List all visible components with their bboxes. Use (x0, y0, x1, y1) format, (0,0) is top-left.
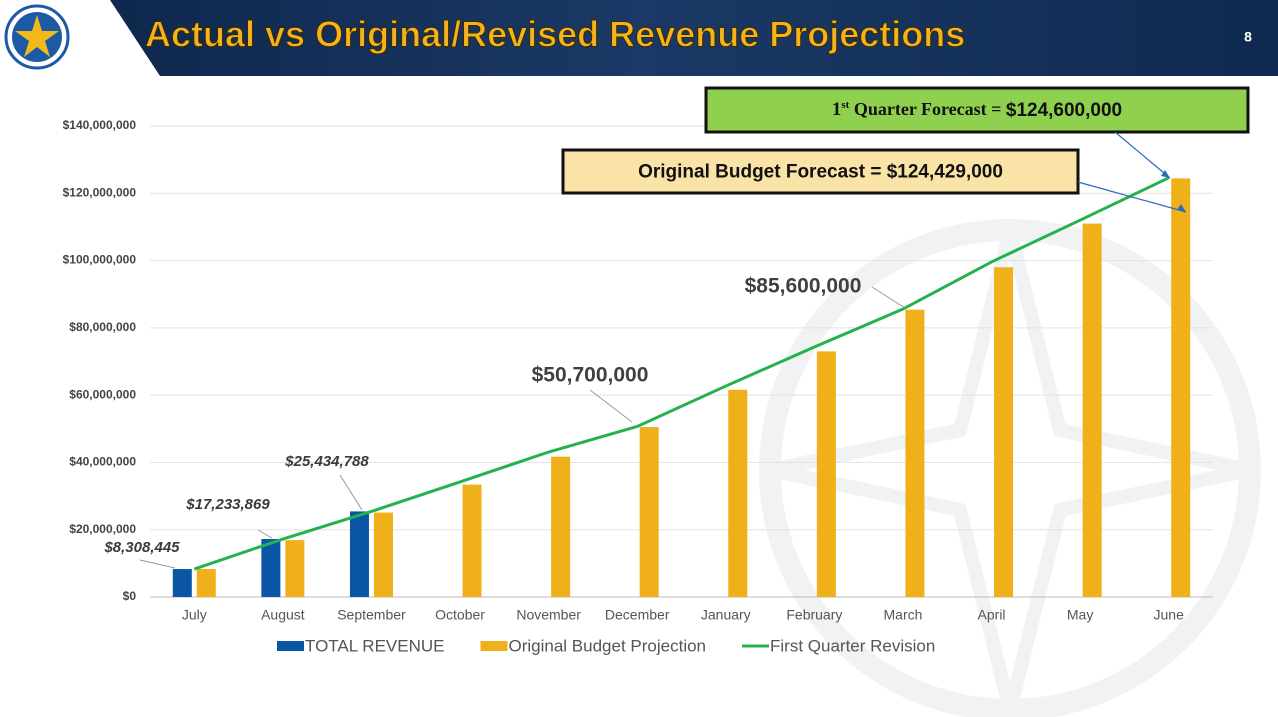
y-tick-label: $140,000,000 (63, 118, 137, 132)
bar (640, 427, 659, 597)
x-tick-label: December (605, 607, 670, 623)
bar (197, 569, 216, 597)
x-tick-label: February (786, 607, 842, 623)
bar (994, 267, 1013, 597)
legend-label: First Quarter Revision (770, 636, 935, 655)
annotation-arrow (1078, 182, 1186, 212)
data-label: $25,434,788 (284, 453, 369, 470)
bar (285, 540, 304, 597)
legend-label: TOTAL REVENUE (305, 636, 445, 655)
data-label: $17,233,869 (185, 496, 270, 513)
bar (728, 390, 747, 597)
bar (1083, 224, 1102, 597)
annotation-text: 1st Quarter Forecast = $124,600,000 (832, 99, 1122, 121)
legend-label: Original Budget Projection (509, 636, 707, 655)
annotation-part: $124,600,000 (1006, 100, 1122, 121)
bar (817, 351, 836, 597)
bar (463, 485, 482, 597)
x-tick-label: October (435, 607, 485, 623)
x-tick-label: August (261, 607, 305, 623)
legend-swatch (277, 641, 304, 651)
bar (551, 457, 570, 597)
slide: Actual vs Original/Revised Revenue Proje… (0, 0, 1278, 717)
x-tick-label: September (337, 607, 406, 623)
annotation-part: 1 (832, 99, 842, 120)
y-tick-label: $40,000,000 (69, 455, 136, 469)
bar (1171, 178, 1190, 597)
annotation-text: Original Budget Forecast = $124,429,000 (638, 162, 1003, 183)
y-tick-label: $120,000,000 (63, 185, 137, 199)
leader-line (258, 530, 272, 538)
bar (905, 310, 924, 597)
y-tick-label: $0 (123, 589, 137, 603)
page: Actual vs Original/Revised Revenue Proje… (0, 0, 1278, 717)
x-tick-label: January (701, 607, 751, 623)
annotation-part: Quarter Forecast = (849, 99, 1006, 119)
data-label: $50,700,000 (532, 364, 649, 387)
data-label: $85,600,000 (745, 275, 862, 298)
x-tick-label: May (1067, 607, 1093, 623)
bar (374, 513, 393, 597)
y-tick-label: $20,000,000 (69, 522, 136, 536)
annotation-arrow (1115, 132, 1170, 178)
bar (173, 569, 192, 597)
x-tick-label: November (516, 607, 581, 623)
bar (261, 539, 280, 597)
annotation-part: Original Budget Forecast = $124,429,000 (638, 162, 1003, 183)
slide-title: Actual vs Original/Revised Revenue Proje… (145, 14, 965, 55)
data-label: $8,308,445 (103, 539, 180, 556)
bar (350, 511, 369, 597)
y-tick-label: $100,000,000 (63, 253, 137, 267)
x-tick-label: March (884, 607, 923, 623)
y-tick-label: $60,000,000 (69, 387, 136, 401)
leader-line (340, 475, 362, 510)
chart: $0 $20,000,000 $40,000,000 $60,000,000 $80,0… (63, 88, 1248, 655)
leader-line (140, 560, 175, 568)
x-tick-label: June (1154, 607, 1185, 623)
leader-line (872, 287, 905, 308)
logo (6, 6, 68, 68)
x-tick-label: July (182, 607, 207, 623)
y-tick-label: $80,000,000 (69, 320, 136, 334)
x-tick-label: April (978, 607, 1006, 623)
legend-swatch (481, 641, 508, 651)
page-number: 8 (1244, 29, 1252, 45)
